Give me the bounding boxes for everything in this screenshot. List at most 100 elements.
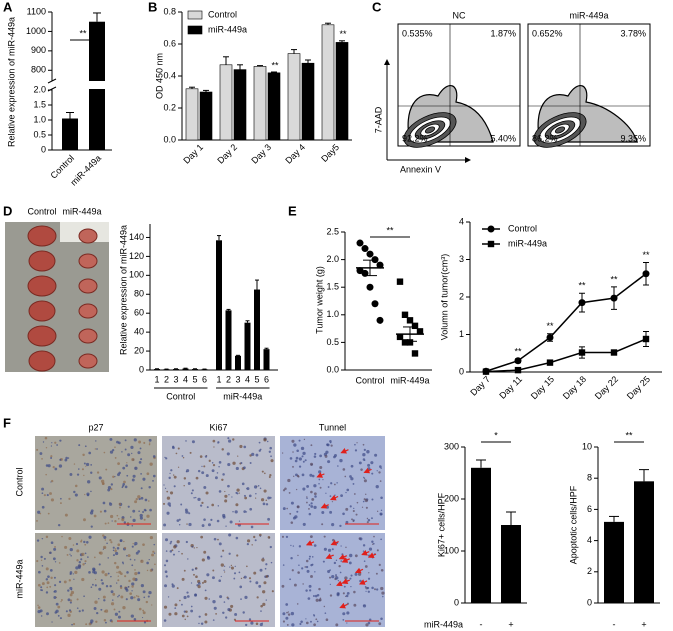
cell: [83, 462, 86, 465]
tumor: [78, 303, 98, 319]
cell: [246, 487, 250, 491]
cell: [238, 520, 241, 522]
cell: [51, 621, 53, 623]
cell: [313, 492, 317, 496]
legend-label: miR-449a: [208, 24, 247, 34]
x-tick-label: 5: [254, 374, 259, 384]
y-tick-label: 0.0: [163, 134, 176, 144]
cell: [162, 502, 166, 505]
cell: [104, 573, 108, 577]
cell: [367, 577, 371, 580]
cell: [244, 496, 248, 500]
cell: [123, 540, 125, 543]
cell: [134, 569, 136, 571]
tumor: [78, 278, 98, 294]
bar: [199, 91, 213, 141]
cell: [227, 608, 231, 612]
cell: [205, 474, 209, 478]
cell: [203, 465, 206, 468]
y-tick-label: 2: [587, 566, 592, 576]
cell: [354, 449, 358, 452]
cell: [267, 536, 271, 539]
bar: [182, 368, 189, 370]
cell: [223, 565, 226, 567]
cell: [72, 544, 75, 546]
cell: [197, 497, 201, 502]
cell: [148, 442, 151, 444]
cell: [68, 609, 72, 612]
cell: [234, 510, 238, 514]
y-tick-label: 8: [587, 473, 592, 483]
cell: [98, 587, 102, 591]
apoptosis-arrow: [338, 554, 348, 560]
bar: [225, 310, 232, 370]
cell: [375, 484, 379, 489]
cell: [218, 542, 222, 546]
cell: [306, 569, 310, 573]
cell: [149, 568, 153, 572]
cell: [120, 595, 124, 599]
cell: [358, 461, 362, 465]
x-tick-label: Day 2: [215, 142, 239, 166]
cell: [371, 586, 374, 590]
quadrant-label: 9.35%: [620, 133, 646, 143]
cell: [382, 595, 384, 598]
cell: [286, 611, 288, 614]
cell: [212, 439, 216, 443]
cell: [253, 535, 256, 539]
cell: [228, 494, 230, 496]
cell: [198, 622, 200, 625]
cell: [121, 486, 124, 489]
cell: [76, 473, 80, 476]
cell: [81, 552, 85, 557]
cell: [353, 507, 355, 510]
cell: [69, 547, 73, 552]
cell: [324, 612, 327, 614]
cell: [298, 564, 300, 566]
apoptosis-arrow: [316, 472, 325, 478]
cell: [220, 555, 223, 558]
cell: [135, 595, 138, 597]
cell: [291, 623, 295, 627]
y-tick-label: 100: [444, 545, 459, 555]
cell: [117, 518, 120, 520]
cell: [49, 585, 52, 588]
cell: [88, 571, 91, 574]
cell: [42, 441, 45, 443]
data-point: [356, 239, 364, 247]
cell: [191, 489, 194, 492]
cell: [298, 439, 301, 442]
cell: [310, 502, 313, 505]
cell: [77, 468, 80, 470]
cell: [132, 577, 136, 581]
cell: [169, 542, 172, 545]
cell: [359, 579, 362, 583]
cell: [66, 553, 69, 556]
cell: [74, 570, 78, 574]
cell: [330, 482, 333, 485]
cell: [126, 554, 128, 557]
cell: [147, 595, 150, 598]
y-tick-label: 20: [134, 345, 144, 355]
panel-label: F: [3, 415, 11, 430]
y-tick-label: 0.0: [326, 364, 339, 374]
cell: [148, 590, 152, 595]
quadrant-label: 0.652%: [532, 28, 563, 38]
cell: [264, 472, 266, 475]
x-tick-label: Day 3: [249, 142, 273, 166]
cell: [186, 523, 188, 525]
cell: [269, 446, 272, 450]
cell: [107, 486, 112, 490]
cell: [186, 595, 190, 598]
significance-label: **: [79, 28, 87, 38]
cell: [81, 609, 84, 612]
cell: [289, 457, 293, 460]
apoptosis-arrow: [361, 549, 370, 556]
cell: [36, 519, 38, 522]
cell: [214, 476, 218, 480]
cell: [233, 618, 237, 621]
cell: [350, 464, 354, 468]
cell: [344, 576, 348, 580]
cell: [318, 470, 322, 474]
data-point: [514, 366, 522, 374]
